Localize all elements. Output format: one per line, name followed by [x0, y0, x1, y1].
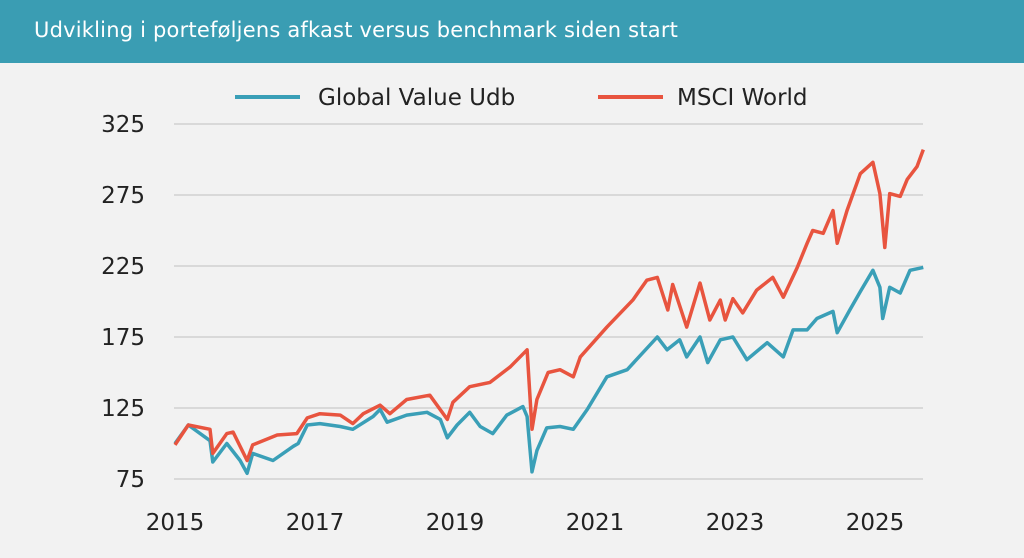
legend-label: Global Value Udb: [318, 85, 515, 111]
legend: Global Value Udb MSCI World: [235, 85, 808, 111]
y-tick-label: 275: [101, 183, 145, 209]
x-tick-label: 2025: [846, 510, 905, 536]
x-tick-label: 2015: [146, 510, 205, 536]
y-tick-label: 325: [101, 112, 145, 138]
legend-label: MSCI World: [677, 85, 808, 111]
chart-title: Udvikling i porteføljens afkast versus b…: [34, 18, 679, 42]
y-tick-label: 75: [116, 467, 145, 493]
gridlines: [174, 123, 923, 480]
x-axis-ticks: 2015 2017 2019 2021 2023 2025: [146, 510, 905, 536]
title-bar: Udvikling i porteføljens afkast versus b…: [0, 0, 1024, 63]
series-line-global-value-udb: [173, 265, 924, 476]
y-tick-label: 225: [101, 254, 145, 280]
series-line-msci-world: [173, 148, 925, 463]
y-tick-label: 125: [101, 396, 145, 422]
x-tick-label: 2023: [706, 510, 765, 536]
x-tick-label: 2021: [566, 510, 625, 536]
x-tick-label: 2019: [426, 510, 485, 536]
y-axis-ticks: 75 125 175 225 275 325: [101, 112, 145, 493]
y-tick-label: 175: [101, 325, 145, 351]
series-lines: [173, 148, 925, 476]
x-tick-label: 2017: [286, 510, 345, 536]
